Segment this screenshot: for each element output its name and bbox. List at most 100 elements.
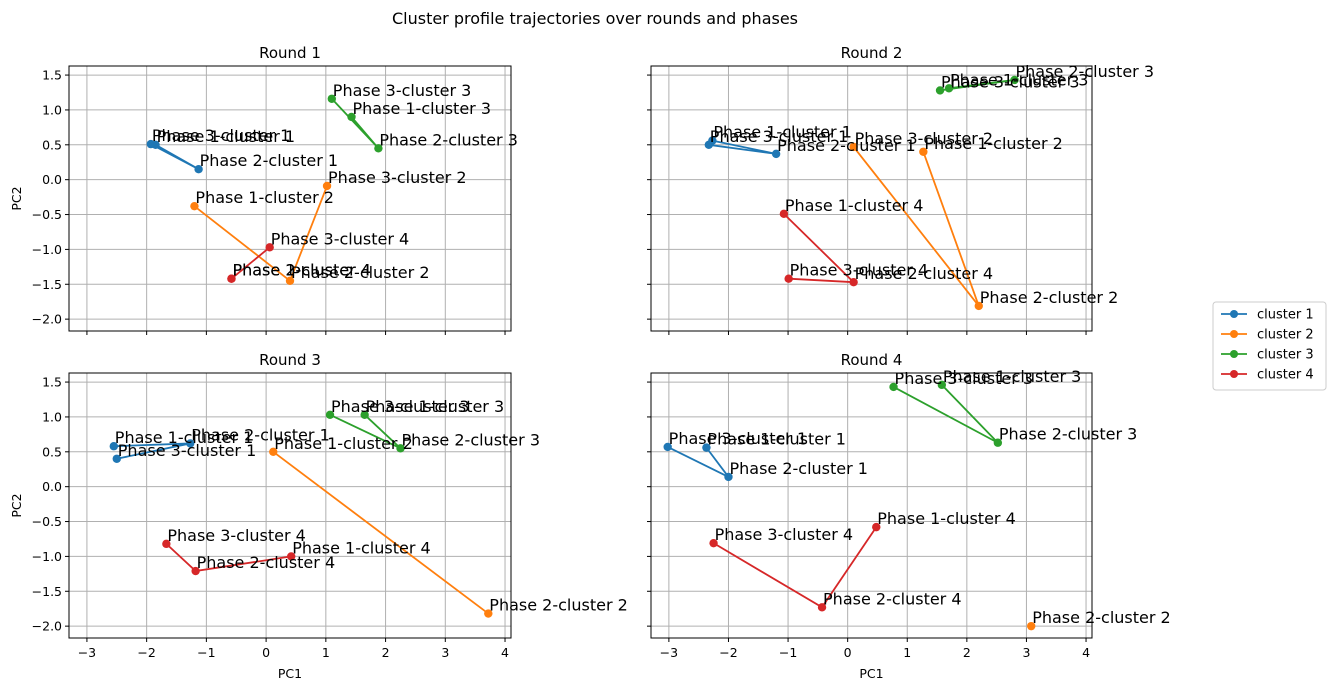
data-point bbox=[817, 603, 827, 612]
point-annotation: Phase 3-cluster 3 bbox=[895, 369, 1034, 388]
y-tick-label: −0.5 bbox=[32, 514, 62, 529]
data-point bbox=[974, 301, 983, 311]
data-point bbox=[112, 454, 121, 463]
data-point bbox=[1027, 621, 1036, 631]
data-point bbox=[935, 86, 945, 95]
y-tick-label: 0.0 bbox=[42, 172, 62, 187]
axes-frame bbox=[650, 372, 1093, 639]
point-annotation: Phase 1-cluster 4 bbox=[292, 538, 431, 557]
data-point bbox=[347, 112, 356, 122]
y-tick-label: 0.0 bbox=[42, 479, 62, 494]
x-axis-label: PC1 bbox=[278, 666, 302, 681]
point-annotation: Phase 2-cluster 2 bbox=[489, 596, 628, 615]
point-annotation: Phase 3-cluster 4 bbox=[715, 525, 854, 544]
data-point bbox=[186, 439, 195, 448]
series-cluster-4 bbox=[227, 243, 274, 283]
point-annotation: Phase 1-cluster 2 bbox=[195, 188, 334, 207]
series-cluster-2 bbox=[269, 447, 493, 618]
y-tick-label: −1.5 bbox=[32, 277, 62, 292]
point-annotation: Phase 1-cluster 1 bbox=[157, 127, 295, 146]
x-tick-label: 0 bbox=[262, 645, 270, 660]
data-point bbox=[849, 142, 858, 152]
data-point bbox=[771, 149, 781, 159]
x-tick-label: 1 bbox=[322, 645, 330, 660]
y-axis-label: PC2 bbox=[9, 493, 24, 517]
legend-marker bbox=[1230, 310, 1238, 318]
series-cluster-1 bbox=[704, 136, 781, 159]
data-point bbox=[285, 276, 295, 285]
y-axis-label: PC2 bbox=[9, 186, 24, 210]
point-annotation: Phase 3-cluster 1 bbox=[152, 126, 290, 145]
data-point bbox=[109, 442, 118, 451]
x-tick-label: 2 bbox=[382, 645, 390, 660]
series-cluster-4 bbox=[709, 522, 881, 612]
series-line bbox=[272, 451, 489, 615]
data-point bbox=[937, 380, 947, 390]
point-annotation: Phase 1-cluster 3 bbox=[943, 367, 1081, 386]
axes-frame bbox=[68, 65, 512, 332]
data-point bbox=[327, 94, 337, 103]
data-point bbox=[325, 410, 335, 420]
panel-round-3: −3 −2 −1 0 1 2 3 4 −2.0 −1.5 −1.0 −0.5 0.0 0.5 1.0 1.5 P… bbox=[9, 351, 628, 681]
data-point bbox=[872, 522, 881, 532]
y-tick-label: −2.0 bbox=[32, 619, 62, 634]
x-tick-label: −1 bbox=[779, 645, 797, 660]
data-point bbox=[993, 438, 1003, 447]
point-annotation: Phase 2-cluster 2 bbox=[291, 263, 430, 282]
point-annotation: Phase 2-cluster 1 bbox=[729, 459, 868, 478]
y-tick-label: −0.5 bbox=[32, 207, 62, 222]
point-annotation: Phase 1-cluster 4 bbox=[232, 261, 370, 280]
legend-box bbox=[1212, 301, 1327, 391]
figure-title: Cluster profile trajectories over rounds… bbox=[392, 9, 798, 28]
series-cluster-3 bbox=[889, 380, 1003, 447]
point-annotation: Phase 2-cluster 4 bbox=[823, 589, 962, 608]
y-tick-label: 1.0 bbox=[42, 102, 62, 117]
data-point bbox=[374, 144, 383, 153]
point-annotation: Phase 2-cluster 3 bbox=[1016, 62, 1155, 81]
point-annotation: Phase 1-cluster 1 bbox=[713, 123, 852, 142]
series-cluster-4 bbox=[779, 209, 858, 287]
legend-label: cluster 4 bbox=[1257, 368, 1314, 383]
point-annotation: Phase 3-cluster 4 bbox=[790, 261, 929, 280]
point-annotation: Phase 3-cluster 4 bbox=[271, 229, 410, 248]
data-point bbox=[396, 444, 405, 453]
point-annotation: Phase 3-cluster 2 bbox=[855, 129, 994, 148]
legend-label: cluster 1 bbox=[1257, 308, 1314, 323]
x-tick-label: −1 bbox=[197, 645, 215, 660]
x-tick-label: −2 bbox=[719, 645, 737, 660]
data-point bbox=[360, 410, 369, 420]
x-tick-label: 2 bbox=[963, 645, 971, 660]
series-cluster-1 bbox=[146, 139, 203, 174]
series-cluster-2 bbox=[1027, 621, 1036, 631]
legend-marker bbox=[1230, 330, 1238, 338]
data-point bbox=[1010, 75, 1019, 85]
point-annotation: Phase 2-cluster 1 bbox=[191, 425, 329, 444]
panel-title: Round 3 bbox=[259, 351, 321, 369]
point-annotation: Phase 1-cluster 2 bbox=[924, 134, 1063, 153]
x-tick-label: −3 bbox=[660, 645, 678, 660]
data-point bbox=[784, 274, 793, 283]
point-annotation: Phase 2-cluster 4 bbox=[232, 261, 370, 280]
data-point bbox=[663, 442, 672, 452]
series-cluster-4 bbox=[162, 539, 296, 576]
y-tick-label: −1.5 bbox=[32, 584, 62, 599]
point-annotation: Phase 3-cluster 1 bbox=[669, 429, 808, 448]
y-tick-label: 0.5 bbox=[42, 137, 62, 152]
data-point bbox=[484, 609, 493, 618]
data-point bbox=[227, 274, 236, 283]
point-annotation: Phase 3-cluster 1 bbox=[710, 127, 849, 146]
data-point bbox=[190, 201, 199, 211]
x-tick-label: 4 bbox=[501, 645, 509, 660]
point-annotation: Phase 2-cluster 2 bbox=[1032, 608, 1171, 627]
point-annotation: Phase 2-cluster 4 bbox=[855, 264, 994, 283]
y-tick-label: −2.0 bbox=[32, 312, 62, 327]
panel-title: Round 4 bbox=[841, 351, 903, 369]
data-point bbox=[779, 209, 789, 219]
x-tick-label: 3 bbox=[441, 645, 449, 660]
point-annotation: Phase 3-cluster 1 bbox=[118, 441, 257, 460]
axes-frame bbox=[68, 372, 512, 639]
data-point bbox=[194, 165, 203, 174]
series-line bbox=[230, 246, 271, 280]
point-annotation: Phase 2-cluster 4 bbox=[197, 553, 335, 572]
data-point bbox=[889, 382, 898, 392]
